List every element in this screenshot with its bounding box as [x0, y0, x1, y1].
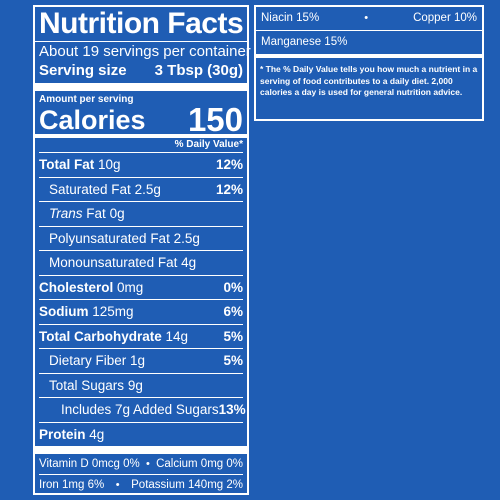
nutrient-row-protein: Protein 4g: [39, 421, 243, 447]
nutrient-row-total-sugars: Total Sugars 9g: [39, 372, 243, 398]
nutrient-row-total-carbohydrate: Total Carbohydrate 14g 5%: [39, 323, 243, 349]
nutrient-row-total-fat: Total Fat 10g 12%: [39, 152, 243, 177]
nutrient-label: Monounsaturated Fat: [49, 255, 178, 270]
nutrient-row-dietary-fiber: Dietary Fiber 1g 5%: [39, 348, 243, 373]
nutrient-amount: 125mg: [92, 304, 134, 319]
nutrient-dv: 13%: [218, 402, 246, 417]
nutrient-label: Protein: [39, 426, 86, 442]
vitamin-left: Iron 1mg 6%: [39, 479, 105, 491]
nutrient-label: Total Fat: [39, 157, 95, 172]
vitamin-left: Vitamin D 0mcg 0%: [39, 458, 140, 470]
mineral-left: Manganese 15%: [261, 36, 348, 48]
nutrient-row-saturated-fat: Saturated Fat 2.5g 12%: [39, 176, 243, 202]
nutrient-row-sodium: Sodium 125mg 6%: [39, 299, 243, 324]
side-minerals-row: Manganese 15%: [256, 30, 482, 54]
medium-divider: [35, 134, 247, 138]
nutrient-amount: 1g: [130, 353, 146, 368]
nutrient-dv: 12%: [215, 157, 243, 172]
nutrient-amount: 4g: [181, 255, 197, 270]
bullet-separator: •: [146, 458, 150, 470]
nutrient-amount: 10g: [98, 157, 121, 172]
servings-per-container: About 19 servings per container: [39, 43, 251, 60]
divider: [35, 41, 247, 42]
nutrient-label: Dietary Fiber: [49, 353, 127, 368]
nutrient-amount: 2.5g: [173, 230, 200, 246]
nutrient-amount: 9g: [127, 377, 143, 393]
daily-value-header: % Daily Value*: [174, 139, 243, 150]
nutrient-row-cholesterol: Cholesterol 0mg 0%: [39, 274, 243, 300]
nutrient-amount: 2.5g: [134, 181, 161, 197]
mineral-right: Copper 10%: [413, 12, 477, 24]
nutrient-dv: 0%: [223, 279, 243, 295]
serving-size-label: Serving size: [39, 62, 127, 79]
calories-value: 150: [187, 101, 243, 138]
bullet-separator: •: [115, 479, 120, 491]
nutrient-row-monounsaturated-fat: Monounsaturated Fat 4g: [39, 250, 243, 275]
side-panel: Niacin 15% • Copper 10% Manganese 15% * …: [254, 5, 484, 121]
thick-divider: [35, 83, 247, 91]
vitamins-row: Iron 1mg 6% • Potassium 140mg 2%: [39, 474, 243, 495]
nutrient-amount: 0g: [109, 206, 125, 221]
nutrient-label: Cholesterol: [39, 279, 114, 295]
bullet-separator: •: [364, 12, 369, 24]
vitamin-right: Calcium 0mg 0%: [156, 458, 243, 470]
nutrient-label: Fat: [86, 206, 106, 221]
nutrition-facts-title: Nutrition Facts: [39, 7, 244, 40]
nutrient-dv: 5%: [223, 353, 243, 368]
nutrient-label: Polyunsaturated Fat: [49, 230, 170, 246]
nutrient-dv: 12%: [215, 181, 243, 197]
serving-size-row: Serving size 3 Tbsp (30g): [39, 61, 243, 81]
nutrient-dv: 5%: [223, 328, 243, 344]
vitamins-row: Vitamin D 0mcg 0% • Calcium 0mg 0%: [39, 454, 243, 474]
nutrient-label: Total Carbohydrate: [39, 328, 162, 344]
nutrient-label-italic: Trans: [49, 206, 83, 221]
nutrient-amount: 4g: [89, 426, 105, 442]
nutrient-amount: 14g: [165, 328, 189, 344]
nutrient-label: Sodium: [39, 304, 89, 319]
nutrient-row-polyunsaturated-fat: Polyunsaturated Fat 2.5g: [39, 225, 243, 251]
amount-per-serving: Amount per serving: [39, 94, 134, 105]
thick-divider: [35, 446, 247, 454]
calories-label: Calories: [39, 105, 146, 135]
nutrient-amount: 0mg: [117, 279, 144, 295]
nutrition-facts-panel: Nutrition Facts About 19 servings per co…: [33, 5, 251, 495]
vitamin-right: Potassium 140mg 2%: [131, 479, 243, 491]
nutrient-label: Saturated Fat: [49, 181, 131, 197]
daily-value-footnote: * The % Daily Value tells you how much a…: [256, 54, 482, 99]
nutrient-row-trans-fat: Trans Fat 0g: [39, 201, 243, 226]
nutrient-dv: 6%: [223, 304, 243, 319]
nutrient-label: Total Sugars: [49, 377, 125, 393]
side-minerals-row: Niacin 15% • Copper 10%: [256, 7, 482, 30]
calories-row: Calories 150: [39, 101, 243, 138]
mineral-left: Niacin 15%: [261, 12, 320, 24]
nutrient-label: Includes 7g Added Sugars: [61, 402, 219, 417]
nutrient-row-added-sugars: Includes 7g Added Sugars 13%: [39, 397, 246, 422]
serving-size-value: 3 Tbsp (30g): [154, 62, 243, 79]
